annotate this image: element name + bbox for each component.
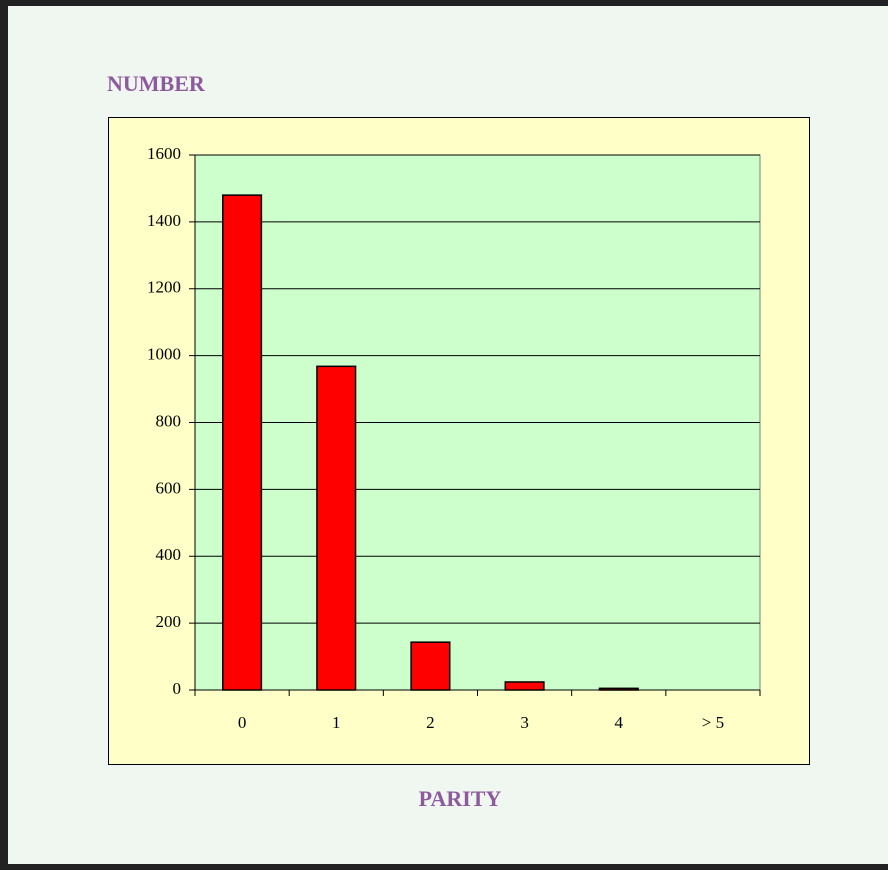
- bar: [316, 365, 357, 691]
- y-tick-label: 0: [173, 679, 182, 698]
- x-tick-label: 1: [332, 713, 341, 732]
- y-axis-title: NUMBER: [107, 71, 206, 96]
- y-tick-label: 1000: [147, 345, 181, 364]
- bar: [410, 641, 451, 691]
- bar: [504, 681, 545, 691]
- x-tick-label: 3: [520, 713, 529, 732]
- y-tick-label: 1400: [147, 211, 181, 230]
- x-tick-label: > 5: [702, 713, 724, 732]
- y-tick-label: 400: [156, 545, 182, 564]
- y-tick-label: 1200: [147, 278, 181, 297]
- y-tick-label: 800: [156, 411, 182, 430]
- x-tick-label: 2: [426, 713, 435, 732]
- y-tick-label: 1600: [147, 144, 181, 163]
- bar: [222, 194, 263, 691]
- y-tick-label: 200: [156, 612, 182, 631]
- x-axis-title: PARITY: [419, 786, 502, 811]
- x-tick-label: 4: [615, 713, 624, 732]
- y-tick-label: 600: [156, 478, 182, 497]
- x-tick-label: 0: [238, 713, 247, 732]
